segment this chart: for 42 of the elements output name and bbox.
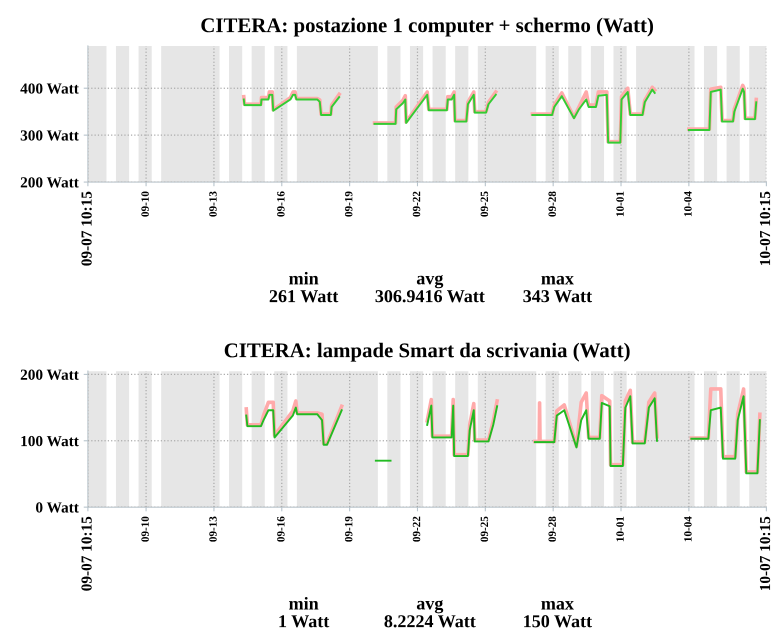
y-tick-label: 200 Watt bbox=[20, 177, 79, 188]
x-tick-label: 09-28 bbox=[548, 191, 556, 217]
text: min bbox=[289, 596, 318, 610]
y-tick-label: 200 Watt bbox=[20, 370, 79, 380]
text: 261 Watt bbox=[270, 290, 338, 302]
x-tick-label: 09-07 10:15 bbox=[81, 516, 92, 591]
text: min bbox=[289, 272, 318, 284]
x-tick-label: 10-04 bbox=[684, 516, 692, 542]
x-tick-label: 09-10 bbox=[141, 516, 149, 542]
text: max bbox=[541, 276, 574, 285]
x-tick-label: 09-22 bbox=[412, 192, 420, 217]
x-tick-label: 09-16 bbox=[277, 516, 285, 542]
x-tick-label: 09-25 bbox=[480, 192, 488, 217]
text: 8.2224 Watt bbox=[384, 615, 476, 628]
x-tick-label: 09-28 bbox=[548, 516, 556, 542]
x-tick-label: 09-13 bbox=[209, 516, 217, 542]
text: avg bbox=[416, 274, 444, 288]
x-tick-label: 10-07 10:15 bbox=[760, 516, 770, 590]
text: avg bbox=[416, 600, 444, 614]
text: 306.9416 Watt bbox=[376, 290, 485, 302]
chart-title: CITERA: lampade Smart da scrivania (Watt) bbox=[224, 342, 630, 362]
x-tick-label: 10-01 bbox=[616, 192, 624, 216]
y-tick-label: 0 Watt bbox=[36, 502, 79, 513]
x-tick-label: 09-16 bbox=[277, 191, 285, 217]
chart-title: CITERA: postazione 1 computer + schermo (Watt) bbox=[201, 18, 654, 37]
y-tick-label: 300 Watt bbox=[20, 130, 79, 141]
x-tick-label: 09-25 bbox=[480, 516, 488, 542]
text: 1 Watt bbox=[279, 615, 330, 628]
x-tick-label: 09-22 bbox=[412, 516, 420, 542]
x-tick-label: 09-10 bbox=[141, 192, 149, 217]
x-tick-label: 09-13 bbox=[209, 191, 217, 217]
x-tick-label: 09-19 bbox=[344, 192, 352, 217]
y-tick-label: 400 Watt bbox=[20, 83, 79, 94]
x-tick-label: 10-04 bbox=[684, 191, 692, 216]
text: 150 Watt bbox=[524, 615, 592, 628]
x-tick-label: 10-01 bbox=[616, 516, 624, 542]
text: max bbox=[541, 600, 574, 610]
x-tick-label: 09-19 bbox=[344, 516, 352, 542]
text: 343 Watt bbox=[523, 290, 592, 302]
y-tick-label: 100 Watt bbox=[21, 436, 79, 446]
x-tick-label: 09-07 10:15 bbox=[81, 192, 92, 266]
x-tick-label: 10-07 10:15 bbox=[760, 192, 770, 265]
